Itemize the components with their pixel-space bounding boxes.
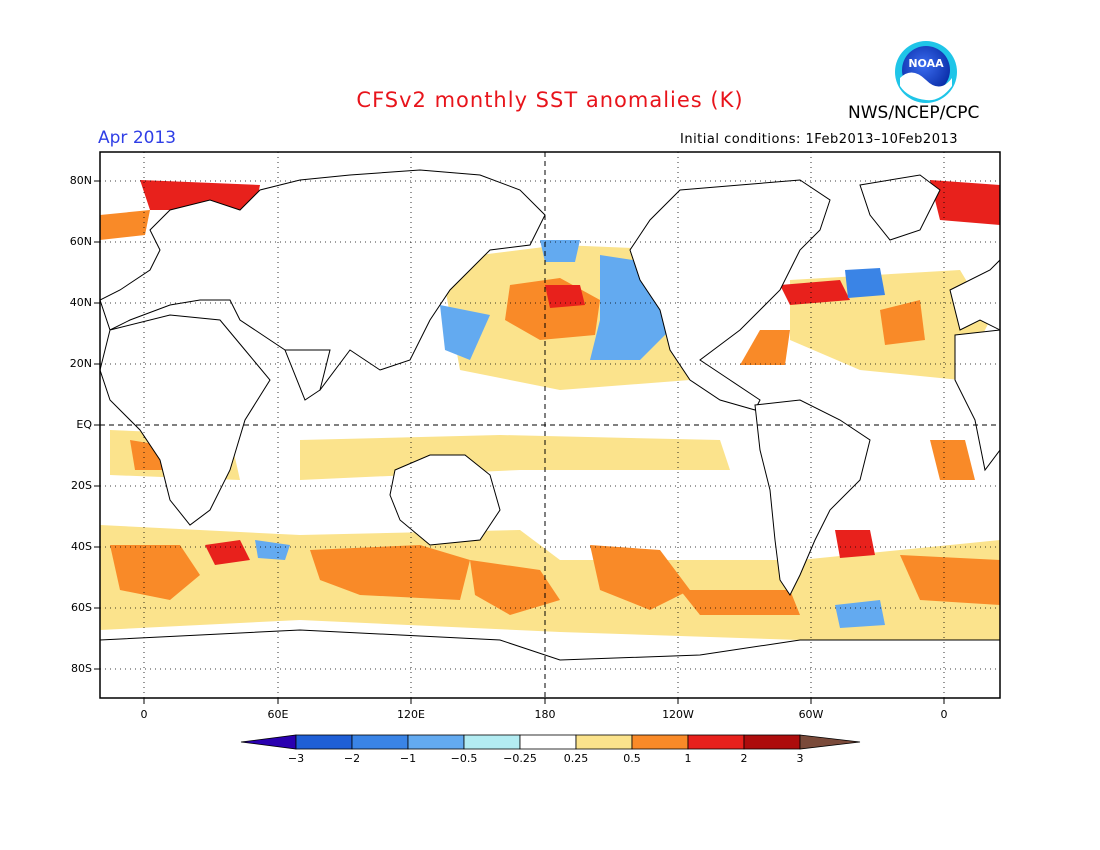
- continents: [100, 169, 1000, 698]
- initial-conditions: Initial conditions: 1Feb2013–10Feb2013: [680, 132, 959, 147]
- logo-text: NOAA: [908, 57, 944, 70]
- forecast-month: Apr 2013: [98, 128, 177, 148]
- colorbar: [240, 734, 861, 750]
- north-america: [629, 179, 831, 411]
- strong-warm-anomaly: [780, 280, 850, 305]
- graticule: [100, 152, 1000, 698]
- strong-warm-anomaly: [835, 530, 875, 558]
- lat-label-eq: EQ: [76, 418, 92, 431]
- colorbar-bin: [351, 734, 409, 750]
- colorbar-label: 3: [796, 752, 804, 765]
- colorbar-bin: [687, 734, 745, 750]
- colorbar-label: 0.5: [623, 752, 641, 765]
- australia: [389, 454, 501, 546]
- cool-anomaly: [540, 240, 580, 262]
- map-title: CFSv2 monthly SST anomalies (K): [356, 88, 744, 112]
- lat-label-80s: 80S: [71, 662, 92, 675]
- colorbar-bin: [575, 734, 633, 750]
- lat-label-40s: 40S: [71, 540, 92, 553]
- cool-anomaly: [255, 540, 290, 560]
- warm-anomaly: [100, 210, 150, 240]
- lon-label-120e: 120E: [397, 708, 425, 721]
- colorbar-label: 1: [684, 752, 692, 765]
- cool-anomaly: [440, 305, 490, 360]
- noaa-logo: NOAA: [895, 41, 957, 103]
- warm-anomaly: [900, 555, 1000, 605]
- colorbar-label: −0.25: [503, 752, 537, 765]
- tick-marks: [94, 180, 945, 704]
- colorbar-bin: [631, 734, 689, 750]
- colorbar-bin: [519, 734, 577, 750]
- organization-label: NWS/NCEP/CPC: [848, 103, 980, 123]
- colorbar-label: −1: [399, 752, 417, 765]
- warm-anomaly: [880, 300, 925, 345]
- lat-label-60s: 60S: [71, 601, 92, 614]
- cool-anomaly: [835, 600, 885, 628]
- warm-anomaly: [590, 545, 690, 610]
- eurasia-east-wrap: [949, 259, 1000, 331]
- strong-warm-anomaly: [140, 180, 260, 210]
- warm-anomaly: [930, 440, 975, 480]
- lat-label-20s: 20S: [71, 479, 92, 492]
- colorbar-bin: [407, 734, 465, 750]
- lon-label-60w: 60W: [798, 708, 824, 721]
- warm-anomaly: [680, 590, 800, 615]
- warm-band-tropics: [300, 435, 730, 480]
- colorbar-label: 2: [740, 752, 748, 765]
- colorbar-label: −2: [343, 752, 361, 765]
- lon-label-0: 0: [140, 708, 148, 721]
- strong-warm-anomaly: [545, 285, 585, 308]
- lon-label-0-east: 0: [940, 708, 948, 721]
- south-america: [754, 399, 871, 596]
- strong-warm-anomaly: [205, 540, 250, 565]
- africa-east-wrap: [954, 329, 1000, 472]
- colorbar-bin: [295, 734, 353, 750]
- lon-label-180: 180: [534, 708, 556, 721]
- warm-anomaly: [740, 330, 790, 365]
- lon-label-120w: 120W: [662, 708, 694, 721]
- colorbar-low-arrow: [240, 734, 297, 750]
- lat-label-20n: 20N: [69, 357, 92, 370]
- lat-label-80n: 80N: [69, 174, 92, 187]
- warm-anomaly: [470, 560, 560, 615]
- lon-label-60e: 60E: [267, 708, 289, 721]
- strong-warm-anomaly: [930, 180, 1000, 225]
- cool-anomaly: [845, 268, 885, 298]
- antarctica: [100, 629, 1000, 698]
- warm-anomaly: [310, 545, 470, 600]
- africa: [100, 314, 271, 526]
- india: [284, 349, 331, 401]
- colorbar-label: 0.25: [563, 752, 589, 765]
- colorbar-bin: [463, 734, 521, 750]
- lat-label-40n: 40N: [69, 296, 92, 309]
- lat-label-60n: 60N: [69, 235, 92, 248]
- greenland: [859, 174, 941, 241]
- colorbar-label: −3: [287, 752, 305, 765]
- colorbar-label: −0.5: [450, 752, 478, 765]
- reference-lines: [100, 152, 1000, 698]
- warm-anomaly: [110, 545, 200, 600]
- colorbar-high-arrow: [799, 734, 861, 750]
- colorbar-bin: [743, 734, 801, 750]
- eurasia-west: [100, 169, 546, 391]
